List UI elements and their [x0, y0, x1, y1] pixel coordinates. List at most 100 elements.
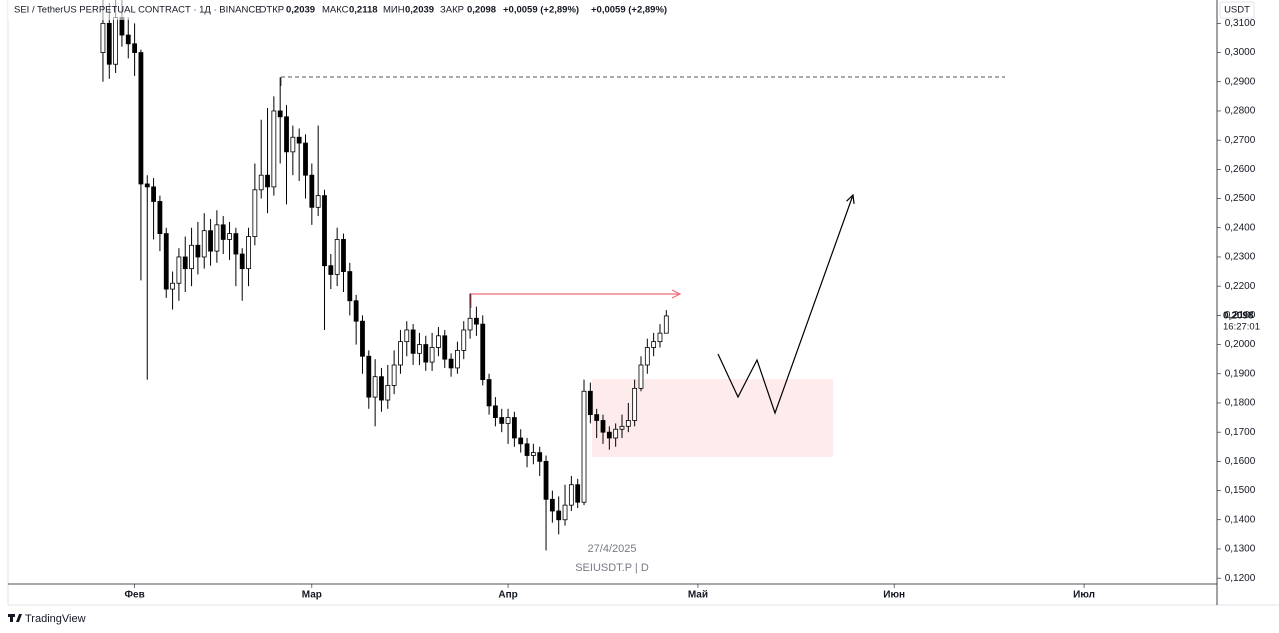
candle-body — [277, 110, 283, 118]
candle-body — [632, 387, 638, 421]
candle-body — [163, 233, 169, 290]
candle-body — [347, 271, 353, 302]
candle-body — [303, 142, 308, 176]
candle-body — [271, 110, 277, 188]
candle-body — [398, 341, 403, 366]
candle-body — [423, 344, 429, 363]
candle-body — [239, 253, 245, 270]
candle-body — [385, 385, 391, 401]
candle-body — [100, 22, 106, 53]
ohlc-label: ЗАКР — [440, 5, 464, 16]
x-tick-label: Июн — [883, 590, 905, 601]
last-price-box — [1218, 309, 1270, 335]
y-tick-label: 0,1600 — [1225, 456, 1256, 467]
ohlc-label: МИН — [383, 5, 405, 16]
y-unit[interactable]: USDT — [1224, 5, 1250, 16]
candle-body — [252, 189, 258, 237]
brand-logo[interactable]: TradingView — [8, 613, 86, 625]
candle-body — [410, 329, 416, 354]
candle-body — [644, 347, 650, 366]
y-tick-label: 0,2900 — [1225, 76, 1256, 87]
candle-body — [119, 17, 125, 36]
candle-body — [341, 239, 346, 272]
candle-body — [613, 428, 619, 439]
candle-body — [322, 195, 327, 267]
candle-body — [511, 417, 517, 439]
unit-box[interactable] — [1219, 1, 1255, 19]
candle-body — [144, 183, 150, 188]
candle-body — [417, 344, 422, 354]
candle-body — [265, 174, 270, 188]
y-tick-label: 0,1400 — [1225, 514, 1256, 525]
candle-body — [284, 116, 289, 153]
candle-body — [442, 335, 448, 360]
countdown: 16:27:01 — [1223, 322, 1260, 333]
candle-body — [379, 376, 384, 401]
candle-body — [290, 136, 296, 153]
candle-body — [530, 452, 536, 456]
candle-body — [505, 417, 511, 424]
x-tick-label: Июл — [1073, 590, 1095, 601]
candle-body — [651, 341, 657, 348]
candle-body — [587, 390, 593, 416]
header-bg — [8, 0, 688, 20]
candle-body — [132, 43, 137, 53]
candle-body — [486, 379, 492, 407]
candle-body — [543, 460, 549, 500]
y-tick-label: 0,2700 — [1225, 135, 1256, 146]
y-tick-label: 0,2800 — [1225, 106, 1256, 117]
candle-body — [296, 136, 302, 144]
x-tick-label: Май — [688, 590, 708, 601]
candle-body — [170, 282, 175, 290]
candle-body — [625, 420, 631, 427]
candle-body — [220, 224, 226, 240]
last-price: 0,2098 — [1223, 311, 1254, 322]
ohlc-value: 0,2098 — [467, 5, 496, 16]
change: +0,0059 (+2,89%) — [503, 5, 579, 16]
symbol-watermark: SEIUSDT.P | D — [575, 562, 649, 574]
candle-body — [214, 224, 220, 252]
candle-body — [461, 329, 467, 351]
candle-body — [360, 320, 365, 357]
x-tick-label: Мар — [302, 590, 322, 601]
candle-body — [309, 174, 315, 208]
candle-body — [474, 317, 479, 325]
ohlc-value: 0,2039 — [286, 5, 315, 16]
candle-body — [455, 349, 460, 369]
candle-body — [657, 332, 663, 343]
logo-mark[interactable] — [8, 614, 22, 622]
candle-body — [366, 355, 372, 398]
candle-body — [594, 414, 600, 421]
candle-body — [353, 300, 359, 322]
candle-body — [138, 52, 144, 185]
candle-body — [638, 364, 644, 389]
candle-body — [556, 510, 562, 521]
candle-body — [518, 437, 524, 445]
x-tick-label: Фев — [124, 590, 144, 601]
candle-body — [391, 364, 397, 386]
date-annotation: 27/4/2025 — [588, 543, 637, 555]
candle-body — [575, 484, 581, 503]
candle-body — [524, 443, 530, 456]
y-tick-label: 0,2200 — [1225, 281, 1256, 292]
change: +0,0059 (+2,89%) — [591, 5, 667, 16]
candle-body — [201, 230, 207, 258]
candle-body — [113, 17, 119, 65]
projection-path — [717, 195, 853, 415]
ohlc-label: ОТКР — [259, 5, 284, 16]
candle-body — [182, 256, 188, 270]
candle-body — [581, 390, 587, 503]
y-tick-label: 0,1300 — [1225, 544, 1256, 555]
target-arrow — [470, 294, 680, 308]
y-tick-label: 0,2000 — [1225, 339, 1256, 350]
symbol-title: SEI / TetherUS PERPETUAL CONTRACT · 1Д ·… — [14, 5, 262, 16]
candle-body — [189, 244, 194, 270]
candles — [100, 0, 669, 551]
candle-body — [562, 504, 568, 521]
ohlc-label: МАКС — [322, 5, 349, 16]
x-tick-label: Апр — [498, 590, 517, 601]
brand-name[interactable]: TradingView — [25, 613, 86, 625]
candle-body — [334, 239, 340, 275]
demand-zone — [592, 379, 833, 457]
